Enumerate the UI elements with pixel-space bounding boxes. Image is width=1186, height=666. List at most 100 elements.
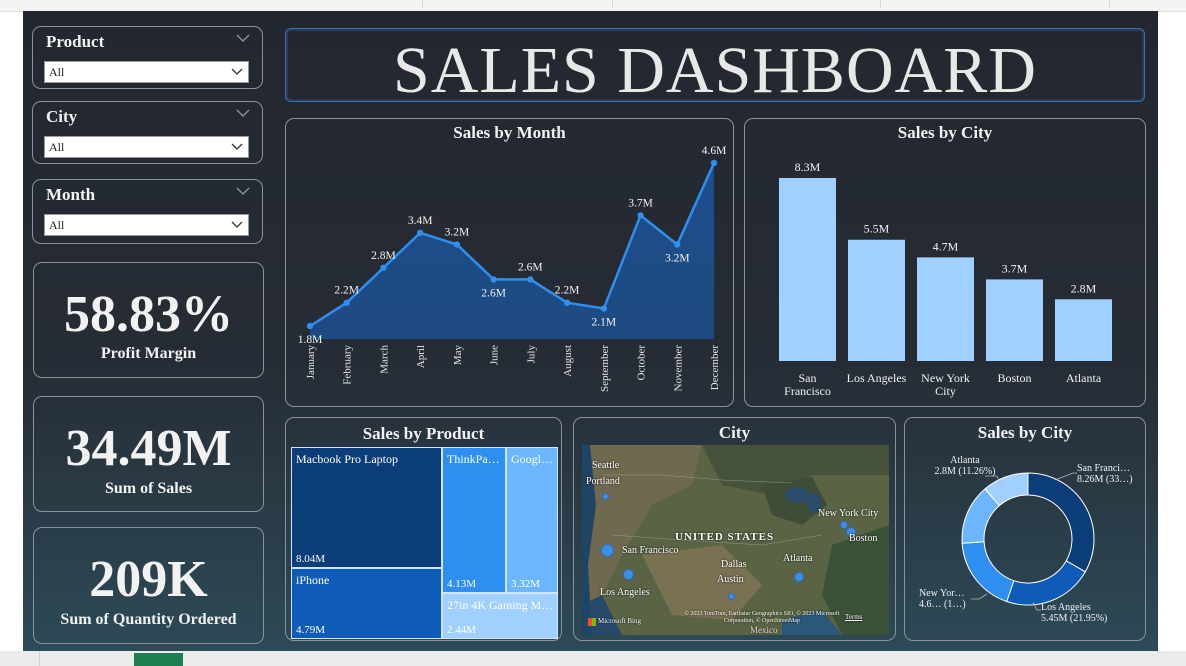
chart-title: Sales by City xyxy=(897,123,993,142)
map-bubble[interactable] xyxy=(601,544,614,557)
map-terms-link[interactable]: Terms xyxy=(845,613,863,621)
data-label: 3.2M xyxy=(665,253,690,265)
treemap-tile-name: 27in 4K Gaming M… xyxy=(447,598,554,612)
map-bubble[interactable] xyxy=(728,593,735,600)
data-point xyxy=(306,322,314,330)
slicer-title: Month xyxy=(46,185,96,204)
x-tick-label: New York xyxy=(921,371,970,385)
x-tick-label: Atlanta xyxy=(1066,371,1102,385)
treemap-tile-value: 3.32M xyxy=(511,578,541,590)
treemap-tile[interactable]: 27in 4K Gaming M… 2.44M xyxy=(442,593,558,639)
slice-value-label: 5.45M (21.95%) xyxy=(1041,613,1107,624)
data-point xyxy=(710,159,718,167)
data-label: 2.2M xyxy=(555,285,580,297)
map-bing-label: Microsoft Bing xyxy=(598,617,641,625)
map-bubble[interactable] xyxy=(846,527,856,537)
chevron-down-icon xyxy=(231,221,243,228)
treemap-tile-value: 4.79M xyxy=(296,624,326,636)
donut-slice xyxy=(1027,472,1095,573)
data-point xyxy=(637,212,644,219)
bar xyxy=(848,239,905,361)
kpi-label: Sum of Sales xyxy=(104,480,193,497)
data-point xyxy=(380,264,387,271)
treemap-tile[interactable]: Googl… 3.32M xyxy=(506,447,558,593)
leader-line xyxy=(971,593,988,600)
sheet-tab[interactable] xyxy=(134,653,183,666)
chevron-down-icon[interactable] xyxy=(236,33,250,43)
series-line xyxy=(309,162,716,328)
data-point xyxy=(416,229,424,237)
slicer-title: City xyxy=(46,107,78,126)
data-label: 1.8M xyxy=(298,334,323,346)
kpi-value: 58.83% xyxy=(64,286,233,343)
data-label: 2.8M xyxy=(1071,281,1097,295)
bar xyxy=(779,178,836,361)
map-title: City xyxy=(718,423,751,442)
data-label: 3.7M xyxy=(628,197,653,209)
x-tick-label: January xyxy=(305,345,317,380)
slicer-dropdown[interactable]: All xyxy=(44,214,249,236)
chevron-down-icon[interactable] xyxy=(236,186,250,196)
data-point xyxy=(490,276,497,283)
x-tick-label: December xyxy=(709,345,721,391)
data-label: 3.2M xyxy=(445,227,470,239)
data-label: 2.2M xyxy=(334,285,359,297)
map-city-label: San Francisco xyxy=(622,545,679,556)
slice-name-label: Los Angeles xyxy=(1041,602,1091,613)
data-point xyxy=(674,241,681,248)
donut-slice xyxy=(1006,560,1086,606)
x-tick-label: Francisco xyxy=(784,384,831,398)
data-point xyxy=(563,299,571,306)
data-point xyxy=(527,276,534,283)
chevron-down-icon[interactable] xyxy=(236,108,250,118)
x-tick-label: San xyxy=(799,371,817,385)
map-city-label: Dallas xyxy=(721,559,747,570)
microsoft-logo-icon xyxy=(588,618,596,626)
slicer-month[interactable]: Month All xyxy=(32,179,263,244)
area-fill xyxy=(310,163,714,339)
slicer-city[interactable]: City All xyxy=(32,101,263,164)
slicer-product[interactable]: Product All xyxy=(32,26,263,89)
slicer-value: All xyxy=(49,218,65,232)
slicer-value: All xyxy=(49,140,65,154)
treemap-tile[interactable]: ThinkPa… 4.13M xyxy=(442,447,506,593)
map-bubble[interactable] xyxy=(623,569,634,580)
slice-value-label: 2.8M (11.26%) xyxy=(934,466,995,477)
treemap-tile-value: 8.04M xyxy=(296,553,326,565)
data-label: 3.7M xyxy=(1002,261,1028,275)
kpi-value: 209K xyxy=(89,551,208,608)
panel-sales-by-product: Sales by Product Macbook Pro Laptop 8.04… xyxy=(285,417,562,641)
chart-title: Sales by City xyxy=(977,423,1073,442)
bar xyxy=(917,257,974,361)
data-point xyxy=(600,305,608,312)
satellite-map[interactable]: Seattle Portland San Francisco Los Angel… xyxy=(582,445,889,635)
x-tick-label: February xyxy=(342,345,354,385)
chevron-down-icon xyxy=(231,68,243,75)
map-bubble[interactable] xyxy=(794,572,804,582)
map-terrain xyxy=(582,445,889,635)
x-tick-label: July xyxy=(525,345,537,364)
map-city-label: Atlanta xyxy=(783,553,813,564)
page-title: SALES DASHBOARD xyxy=(393,34,1037,107)
panel-sales-by-month: Sales by Month 1.8M January 2.2M February 2.… xyxy=(285,118,734,407)
map-bubble[interactable] xyxy=(602,493,609,500)
slice-value-label: 8.26M (33…) xyxy=(1077,474,1133,485)
data-label: 5.5M xyxy=(864,222,890,236)
map-bubble[interactable] xyxy=(840,521,848,529)
map-country-label: Mexico xyxy=(750,625,778,635)
bar xyxy=(1055,299,1112,361)
dashboard-canvas: Product All City All Month All 58.83% Pr… xyxy=(23,11,1158,651)
treemap-tile[interactable]: Macbook Pro Laptop 8.04M xyxy=(291,447,442,568)
kpi-sum-of-quantity: 209K Sum of Quantity Ordered xyxy=(33,527,264,644)
panel-sales-by-city-bar: Sales by City 8.3M San Francisco 5.5M Los An… xyxy=(744,118,1146,407)
treemap-tile[interactable]: iPhone 4.79M xyxy=(291,568,442,639)
data-label: 2.8M xyxy=(371,250,396,262)
treemap-tile-name: ThinkPa… xyxy=(447,452,500,466)
slicer-dropdown[interactable]: All xyxy=(44,136,249,158)
x-tick-label: June xyxy=(489,345,501,365)
slicer-dropdown[interactable]: All xyxy=(44,61,249,83)
data-label: 8.3M xyxy=(795,160,821,174)
data-label: 2.6M xyxy=(518,261,543,273)
